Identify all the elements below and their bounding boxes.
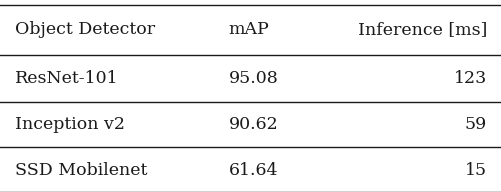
- Text: 90.62: 90.62: [228, 116, 278, 133]
- Text: Object Detector: Object Detector: [15, 21, 155, 38]
- Text: Inference [ms]: Inference [ms]: [357, 21, 486, 38]
- Text: 15: 15: [464, 162, 486, 179]
- Text: ResNet-101: ResNet-101: [15, 70, 118, 87]
- Text: 123: 123: [453, 70, 486, 87]
- Text: 95.08: 95.08: [228, 70, 278, 87]
- Text: Inception v2: Inception v2: [15, 116, 125, 133]
- Text: 59: 59: [464, 116, 486, 133]
- Text: SSD Mobilenet: SSD Mobilenet: [15, 162, 147, 179]
- Text: 61.64: 61.64: [228, 162, 278, 179]
- Text: mAP: mAP: [228, 21, 269, 38]
